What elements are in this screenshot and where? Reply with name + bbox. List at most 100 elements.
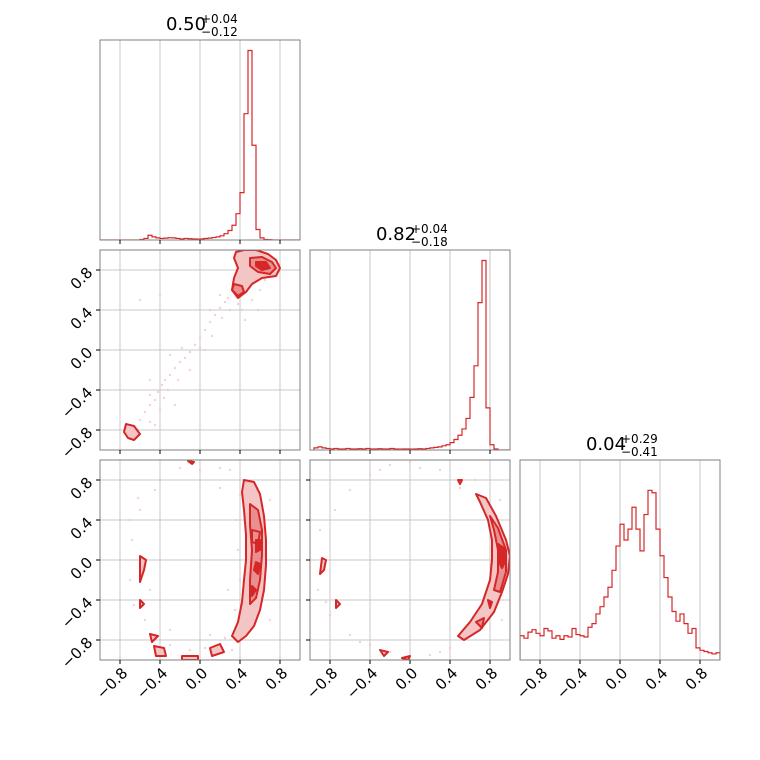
scatter-point [438, 468, 442, 472]
x-tick-label: 0.8 [682, 664, 712, 694]
x-tick-label: 0.4 [432, 664, 462, 694]
contour-outer [457, 479, 463, 485]
contour-outer [149, 633, 159, 643]
scatter-point [136, 496, 140, 500]
plot-area [520, 489, 720, 660]
scatter-points [316, 460, 504, 657]
scatter-point [226, 296, 230, 300]
contour-core [487, 599, 493, 609]
scatter-point [198, 336, 202, 340]
y-tick-label: 0.4 [67, 304, 97, 334]
scatter-point [176, 378, 180, 382]
x-tick-label: 0.0 [602, 664, 632, 694]
scatter-point [473, 478, 477, 482]
contour-outer [401, 655, 411, 660]
x-tick-label: −0.4 [553, 664, 591, 702]
contour-core [251, 585, 257, 597]
scatter-point [218, 466, 222, 470]
contour-outer [153, 645, 167, 657]
scatter-point [268, 618, 272, 622]
scatter-point [250, 298, 254, 302]
contour-outer [187, 460, 195, 465]
contour-inner [231, 283, 245, 297]
scatter-point [148, 420, 152, 424]
scatter-point [203, 328, 207, 332]
contour-outer [139, 555, 147, 583]
x-tick-label: 0.0 [182, 664, 212, 694]
plot-area [123, 250, 281, 441]
scatter-point [208, 633, 212, 637]
scatter-point [180, 346, 184, 350]
scatter-point [228, 468, 232, 472]
panel-hist-1: 0.50+0.04−0.12 [99, 12, 301, 244]
scatter-point [183, 356, 187, 360]
scatter-point [158, 408, 162, 412]
scatter-point [348, 633, 352, 637]
contour-core [253, 561, 261, 575]
scatter-point [223, 636, 227, 640]
x-tick-label: 0.4 [642, 664, 672, 694]
scatter-point [156, 390, 160, 394]
scatter-point [148, 588, 152, 592]
panel-title: 0.04 [586, 434, 626, 455]
scatter-point [368, 643, 372, 647]
scatter-point [143, 618, 147, 622]
scatter-point [263, 278, 267, 282]
contour-inner [475, 617, 485, 629]
panel-contour-2-1: −0.8−0.4 0.0 0.4 0.8 [58, 249, 301, 462]
scatter-point [218, 306, 222, 310]
scatter-point [153, 423, 157, 427]
scatter-point [218, 293, 222, 297]
contour-outer [181, 655, 199, 660]
scatter-point [388, 463, 392, 467]
scatter-point [333, 508, 337, 512]
gridlines [100, 250, 300, 450]
y-tick-label: 0.8 [67, 264, 97, 294]
scatter-point [268, 498, 272, 502]
plot-area [313, 259, 510, 450]
scatter-point [208, 308, 212, 312]
panel-title: 0.50 [166, 14, 206, 35]
x-tick-label: 0.8 [262, 664, 292, 694]
scatter-point [128, 578, 132, 582]
scatter-point [388, 650, 392, 654]
scatter-point [143, 410, 147, 414]
gridlines [100, 460, 300, 660]
panel-hist-3: 0.04+0.29−0.41 −0.8 −0.4 0.0 0.4 0.8 [513, 432, 721, 703]
x-tick-label: 0.4 [222, 664, 252, 694]
scatter-point [243, 318, 247, 322]
y-tick-label: 0.4 [67, 514, 97, 544]
scatter-point [213, 313, 217, 317]
corner-panels: 0.50+0.04−0.120.82+0.04−0.180.04+0.29−0.… [58, 12, 721, 703]
scatter-point [208, 320, 212, 324]
scatter-point [438, 650, 442, 654]
scatter-point [153, 398, 157, 402]
scatter-point [138, 298, 142, 302]
y-tick-label: 0.0 [67, 344, 97, 374]
scatter-point [178, 360, 182, 364]
x-tick-label: −0.8 [303, 664, 341, 702]
scatter-point [153, 488, 157, 492]
scatter-point [238, 493, 242, 497]
scatter-point [218, 486, 222, 490]
gridlines [310, 460, 510, 660]
histogram-line [100, 49, 300, 240]
y-tick-label: 0.8 [67, 474, 97, 504]
title-minus: −0.41 [621, 445, 658, 459]
scatter-point [198, 468, 202, 472]
contour-core [255, 261, 271, 271]
contour-core [497, 543, 507, 569]
title-plus: +0.04 [411, 222, 448, 236]
scatter-point [223, 300, 227, 304]
scatter-points [136, 276, 267, 432]
scatter-point [348, 488, 352, 492]
contour-outer [209, 643, 225, 657]
scatter-point [138, 418, 142, 422]
plot-area [100, 49, 300, 240]
scatter-point [258, 288, 262, 292]
y-tick-label: −0.8 [58, 424, 96, 462]
panel-contour-3-2: −0.8 −0.4 0.0 0.4 0.8 [303, 459, 511, 703]
scatter-point [378, 468, 382, 472]
scatter-point [256, 308, 260, 312]
